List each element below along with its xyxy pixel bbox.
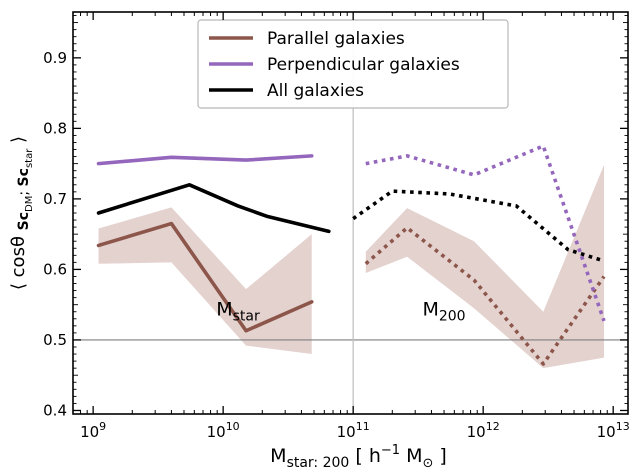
series-line-solid-0 xyxy=(96,221,314,333)
x-tick-label-1: 1010 xyxy=(207,420,240,441)
y-tick-label-4: 0.8 xyxy=(43,119,67,137)
band-solid-0 xyxy=(98,207,312,355)
series-line-solid-1 xyxy=(96,154,314,166)
y-tick-label-5: 0.9 xyxy=(43,49,67,67)
confidence-bands xyxy=(98,165,605,369)
x-tick-label-0: 109 xyxy=(80,420,106,441)
x-tick-label-3: 1012 xyxy=(467,420,500,441)
y-tick-label-1: 0.5 xyxy=(43,331,67,349)
legend-entries: Parallel galaxies Perpendicular galaxies A… xyxy=(209,29,460,101)
y-axis: 0.4 0.5 0.6 0.7 0.8 0.9 xyxy=(43,15,628,419)
legend-label-1: Perpendicular galaxies xyxy=(267,55,460,75)
x-tick-label-4: 1013 xyxy=(597,420,630,441)
panel-labels: Mstar M200 xyxy=(216,298,465,324)
y-axis-label: ⟨ cosθ ScDM; Scstar ⟩ xyxy=(8,136,35,290)
x-axis: 109 1010 1011 1012 1013 xyxy=(72,12,630,441)
legend-label-0: Parallel galaxies xyxy=(267,29,405,49)
panel-label-200: M200 xyxy=(422,298,465,324)
x-tick-label-2: 1011 xyxy=(337,420,370,441)
legend: Parallel galaxies Perpendicular galaxies A… xyxy=(197,19,509,109)
y-tick-label-3: 0.7 xyxy=(43,190,67,208)
y-tick-label-2: 0.6 xyxy=(43,260,67,278)
series-line-dotted-4 xyxy=(365,144,606,322)
panel-label-star: Mstar xyxy=(216,298,260,324)
series-lines xyxy=(96,144,606,366)
band-dotted-3 xyxy=(365,165,605,369)
y-tick-label-0: 0.4 xyxy=(43,401,67,419)
legend-label-2: All galaxies xyxy=(267,81,364,101)
x-axis-label: Mstar: 200 [ h−1 M⊙ ] xyxy=(270,443,447,468)
series-line-dotted-5 xyxy=(352,189,605,263)
